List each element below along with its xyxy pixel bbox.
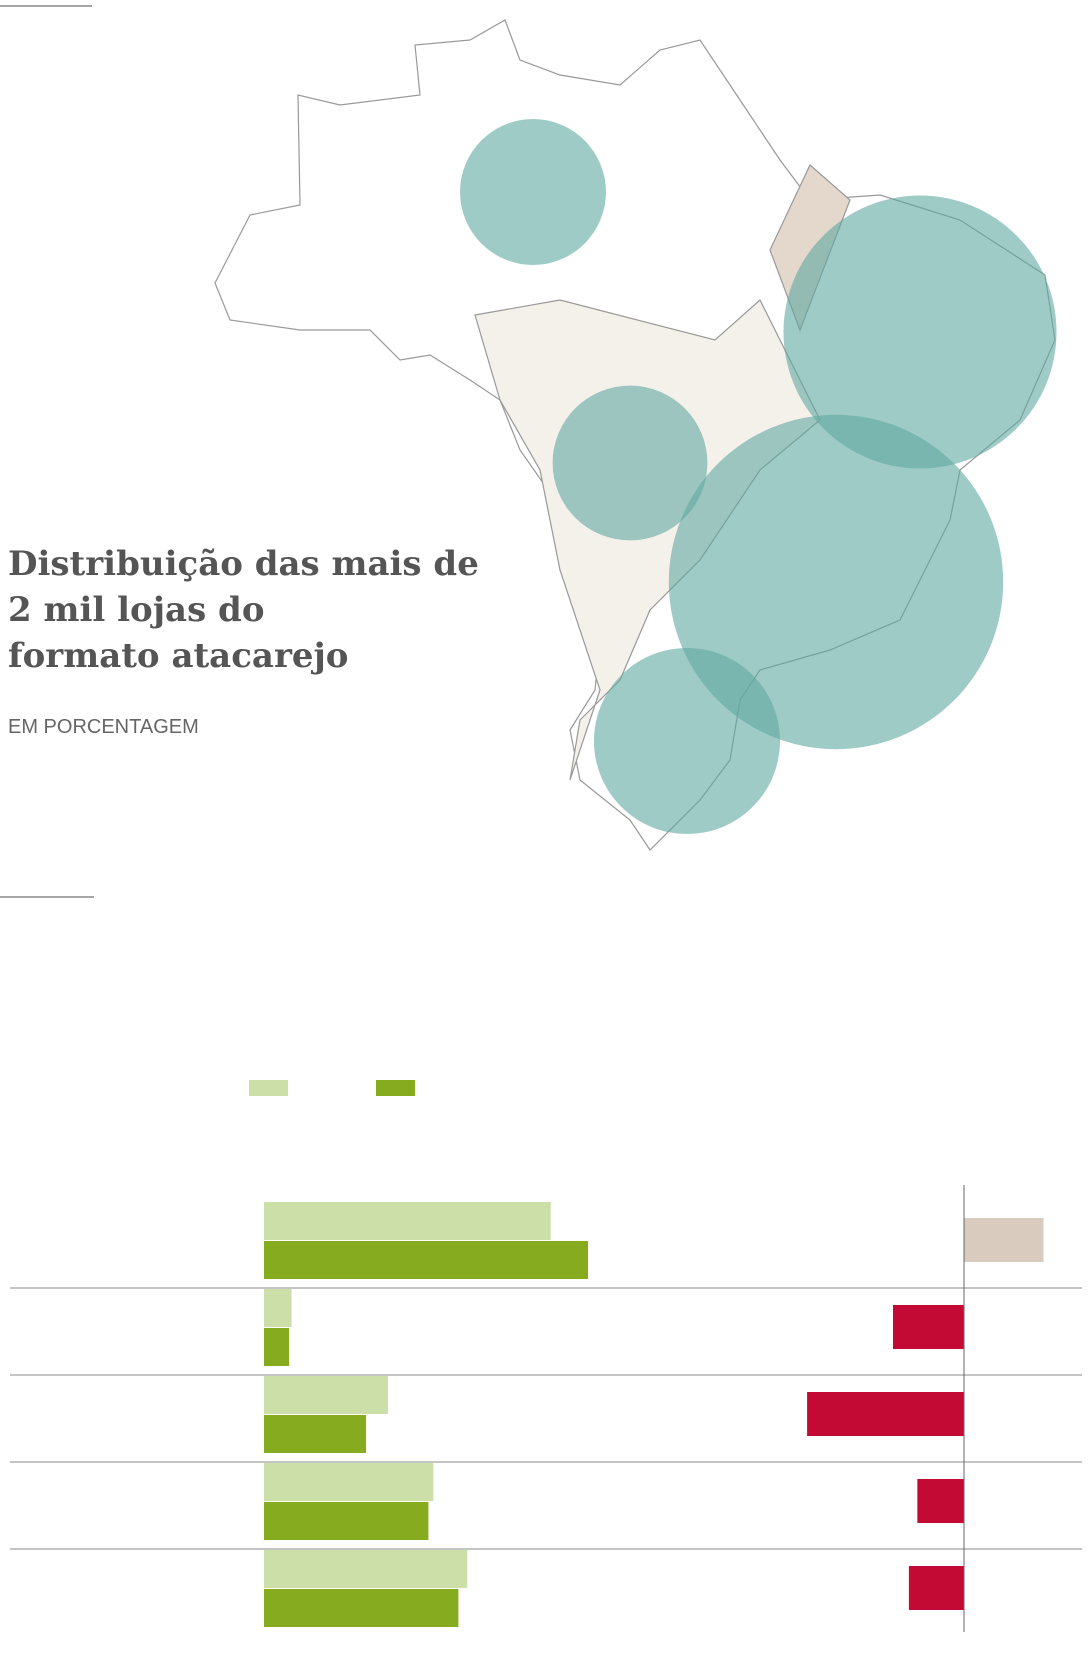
bubble [552, 385, 708, 541]
chart-title: Distribuição das mais de 2 mil lojas do … [8, 544, 491, 676]
bar [264, 1328, 290, 1366]
subtitle: EM PORCENTAGEM [8, 716, 199, 738]
diff-bar [917, 1479, 964, 1523]
bubble [460, 119, 606, 265]
bar [264, 1289, 292, 1327]
title-line: formato atacarejo [8, 636, 348, 676]
bar [264, 1376, 388, 1414]
diff-bar [807, 1392, 964, 1436]
diff-bar [908, 1566, 964, 1610]
legend-swatch [249, 1080, 288, 1096]
bubble [783, 195, 1057, 469]
legend-swatch [376, 1080, 415, 1096]
bar [264, 1589, 459, 1627]
bar [264, 1502, 429, 1540]
bar [264, 1202, 551, 1240]
diff-bar [892, 1305, 964, 1349]
bar [264, 1241, 588, 1279]
bubbles [460, 119, 1057, 835]
bubble [668, 414, 1004, 750]
title-line: Distribuição das mais de [8, 544, 491, 584]
bar [264, 1550, 468, 1588]
title-line: 2 mil lojas do [8, 590, 276, 630]
bar [264, 1415, 367, 1453]
bar-chart [10, 1080, 1082, 1632]
diff-bar [964, 1218, 1044, 1262]
bar [264, 1463, 434, 1501]
bubble [593, 647, 781, 835]
